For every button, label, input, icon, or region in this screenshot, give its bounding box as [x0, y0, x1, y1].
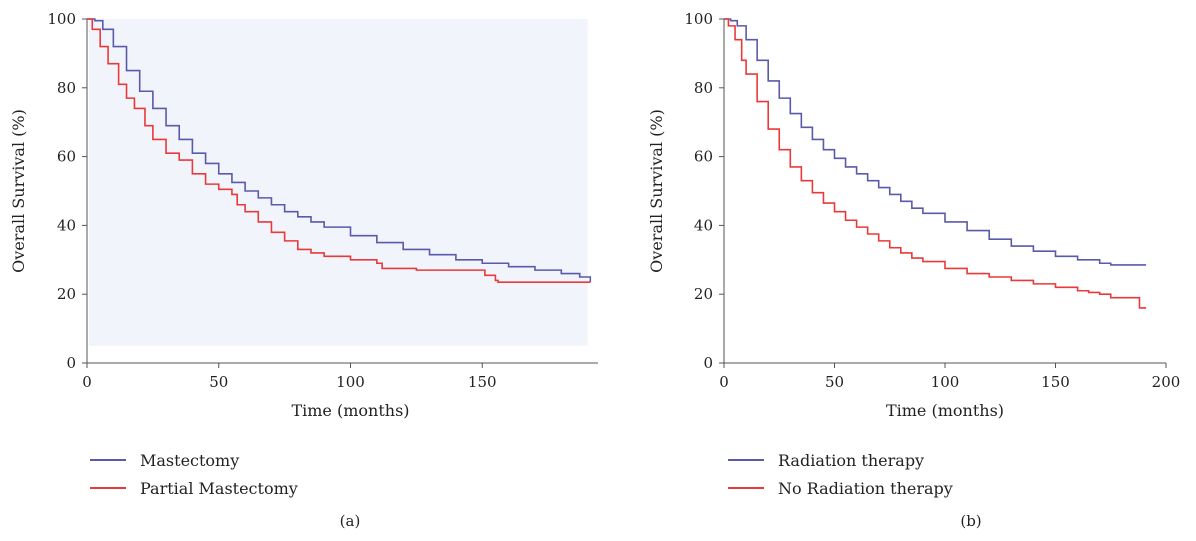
y-tick-label: 20 — [57, 285, 76, 303]
x-axis-title: Time (months) — [291, 401, 409, 420]
panel-label-a: (a) — [339, 512, 361, 530]
legend-swatch-blue — [728, 459, 764, 461]
x-axis-title: Time (months) — [886, 401, 1004, 420]
legend-b: Radiation therapy No Radiation therapy — [728, 446, 953, 502]
survival-chart-b: 0 50 100 150 200 0 20 40 60 80 100 Time (months) Ove… — [647, 10, 1181, 420]
legend-label: Mastectomy — [140, 450, 240, 470]
series-line-0 — [87, 18, 592, 283]
legend-item-mastectomy: Mastectomy — [90, 446, 298, 474]
y-tick-label: 100 — [47, 10, 76, 28]
y-axis-title: Overall Survival (%) — [9, 109, 28, 273]
x-tick-label: 200 — [1152, 373, 1181, 391]
x-tick-label: 150 — [468, 373, 497, 391]
y-tick-label: 20 — [694, 285, 713, 303]
y-tick-label: 40 — [694, 216, 713, 234]
y-tick-label: 80 — [57, 79, 76, 97]
legend-swatch-red — [728, 487, 764, 489]
chart-panel-b: 0 50 100 150 200 0 20 40 60 80 100 Time (months) Ove… — [598, 0, 1196, 541]
y-axis-title: Overall Survival (%) — [647, 109, 666, 273]
series-line-1 — [724, 18, 1147, 309]
x-tick-label: 150 — [1041, 373, 1070, 391]
y-tick-label: 60 — [694, 148, 713, 166]
legend-swatch-blue — [90, 459, 126, 461]
y-tick-label: 100 — [684, 10, 713, 28]
y-tick-label: 40 — [57, 216, 76, 234]
legend-item-partial-mastectomy: Partial Mastectomy — [90, 474, 298, 502]
x-tick-label: 0 — [82, 373, 92, 391]
y-tick-label: 0 — [66, 354, 76, 372]
legend-item-no-radiation-therapy: No Radiation therapy — [728, 474, 953, 502]
legend-swatch-red — [90, 487, 126, 489]
series-line-1 — [87, 18, 591, 283]
y-tick-label: 0 — [703, 354, 713, 372]
legend-label: Partial Mastectomy — [140, 478, 298, 498]
legend-item-radiation-therapy: Radiation therapy — [728, 446, 953, 474]
x-tick-label: 100 — [336, 373, 365, 391]
legend-label: Radiation therapy — [778, 450, 925, 470]
y-tick-label: 60 — [57, 148, 76, 166]
legend-a: Mastectomy Partial Mastectomy — [90, 446, 298, 502]
panel-label-b: (b) — [960, 512, 982, 530]
plot-shading — [89, 19, 588, 346]
legend-label: No Radiation therapy — [778, 478, 953, 498]
x-tick-label: 50 — [209, 373, 228, 391]
x-tick-label: 50 — [825, 373, 844, 391]
x-tick-label: 0 — [719, 373, 729, 391]
series-line-0 — [724, 18, 1147, 266]
y-tick-label: 80 — [694, 79, 713, 97]
x-tick-label: 100 — [931, 373, 960, 391]
